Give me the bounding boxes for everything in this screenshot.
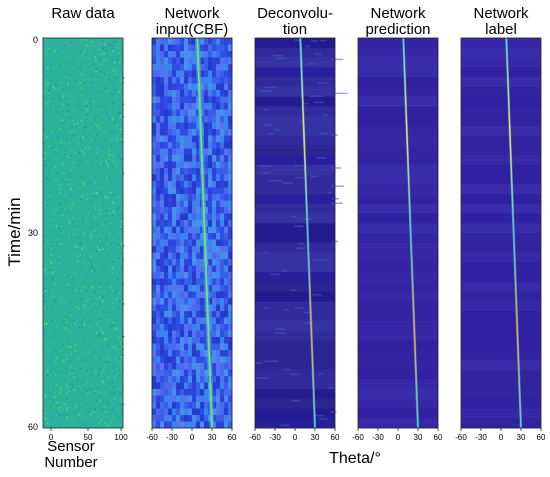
x-tick-cbf-2: 0 [190, 433, 195, 442]
panel-title-cbf-0: Network [164, 5, 220, 22]
x-tick-cbf-4: 60 [228, 433, 237, 442]
track-line-label [505, 37, 522, 429]
x-tick-cbf-0: -60 [146, 433, 158, 442]
x-tick-cbf-3: 30 [208, 433, 217, 442]
x-tick-deconv-4: 60 [331, 433, 340, 442]
x-tick-deconv-0: -60 [249, 433, 261, 442]
x-tick-deconv-1: -30 [269, 433, 281, 442]
x-tick-pred-1: -30 [372, 433, 384, 442]
panel-texture-deconv [255, 38, 348, 429]
time-tick-0: 0 [33, 35, 38, 45]
x-tick-pred-4: 60 [434, 433, 443, 442]
x-tick-label-4: 60 [537, 433, 546, 442]
track-line-cbf [196, 37, 213, 429]
x-tick-pred-2: 0 [396, 433, 401, 442]
panel-xlabel-raw-1: Number [44, 454, 97, 471]
x-axis-label: Theta/° [329, 450, 381, 467]
panel-title-deconv-1: tion [283, 21, 307, 38]
track-line-pred [402, 37, 419, 429]
panel-frame-raw [42, 37, 124, 429]
panel-title-cbf-1: input(CBF) [156, 21, 229, 38]
x-tick-pred-3: 30 [414, 433, 423, 442]
panel-texture-cbf [152, 38, 233, 429]
panel-title-deconv-0: Deconvolu- [257, 5, 333, 22]
panel-texture-raw [43, 38, 125, 429]
panel-title-label-0: Network [473, 5, 529, 22]
panel-deconv: Deconvolu-tion -60 -30 0 30 60 [249, 5, 348, 442]
panel-title-pred-1: prediction [365, 21, 430, 38]
y-axis-label: Time/min [5, 197, 24, 266]
panel-texture-label [461, 38, 541, 429]
panel-title-pred-0: Network [370, 5, 426, 22]
x-tick-label-1: -30 [475, 433, 487, 442]
x-tick-label-3: 30 [517, 433, 526, 442]
panel-title-label-1: label [485, 21, 517, 38]
track-line-deconv [299, 37, 316, 429]
x-tick-raw-1: 50 [84, 433, 93, 442]
time-tick-60: 60 [28, 422, 38, 432]
x-tick-deconv-2: 0 [293, 433, 298, 442]
x-tick-cbf-1: -30 [166, 433, 178, 442]
panel-title-raw-0: Raw data [51, 5, 115, 22]
x-tick-deconv-3: 30 [311, 433, 320, 442]
time-tick-30: 30 [28, 228, 38, 238]
panel-texture-pred [358, 38, 438, 429]
x-tick-raw-2: 100 [114, 433, 128, 442]
x-tick-label-0: -60 [455, 433, 467, 442]
x-tick-raw-0: 0 [49, 433, 54, 442]
panel-xlabel-raw-0: Sensor [47, 438, 95, 455]
x-tick-label-2: 0 [499, 433, 504, 442]
x-tick-pred-0: -60 [352, 433, 364, 442]
